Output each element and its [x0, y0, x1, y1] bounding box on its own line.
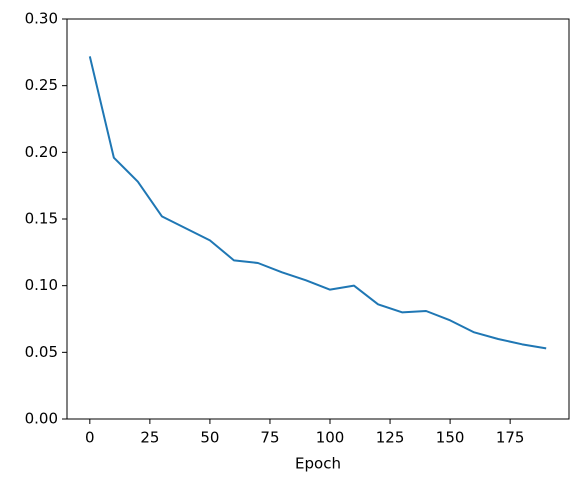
- y-tick-label: 0.00: [25, 410, 58, 428]
- y-tick-label: 0.10: [25, 276, 58, 294]
- x-axis-label: Epoch: [295, 455, 341, 473]
- y-tick-label: 0.25: [25, 76, 58, 94]
- y-tick-label: 0.15: [25, 210, 58, 228]
- y-tick-label: 0.05: [25, 343, 58, 361]
- x-tick-label: 75: [260, 429, 279, 447]
- x-tick-label: 125: [376, 429, 405, 447]
- y-tick-label: 0.30: [25, 10, 58, 28]
- x-tick-label: 150: [436, 429, 465, 447]
- plot-frame: [66, 18, 570, 420]
- x-tick-label: 0: [85, 429, 95, 447]
- x-tick-label: 100: [316, 429, 345, 447]
- data-line: [88, 56, 547, 350]
- y-tick-label: 0.20: [25, 143, 58, 161]
- x-tick-label: 50: [200, 429, 219, 447]
- x-tick-label: 175: [496, 429, 525, 447]
- x-tick-label: 25: [140, 429, 159, 447]
